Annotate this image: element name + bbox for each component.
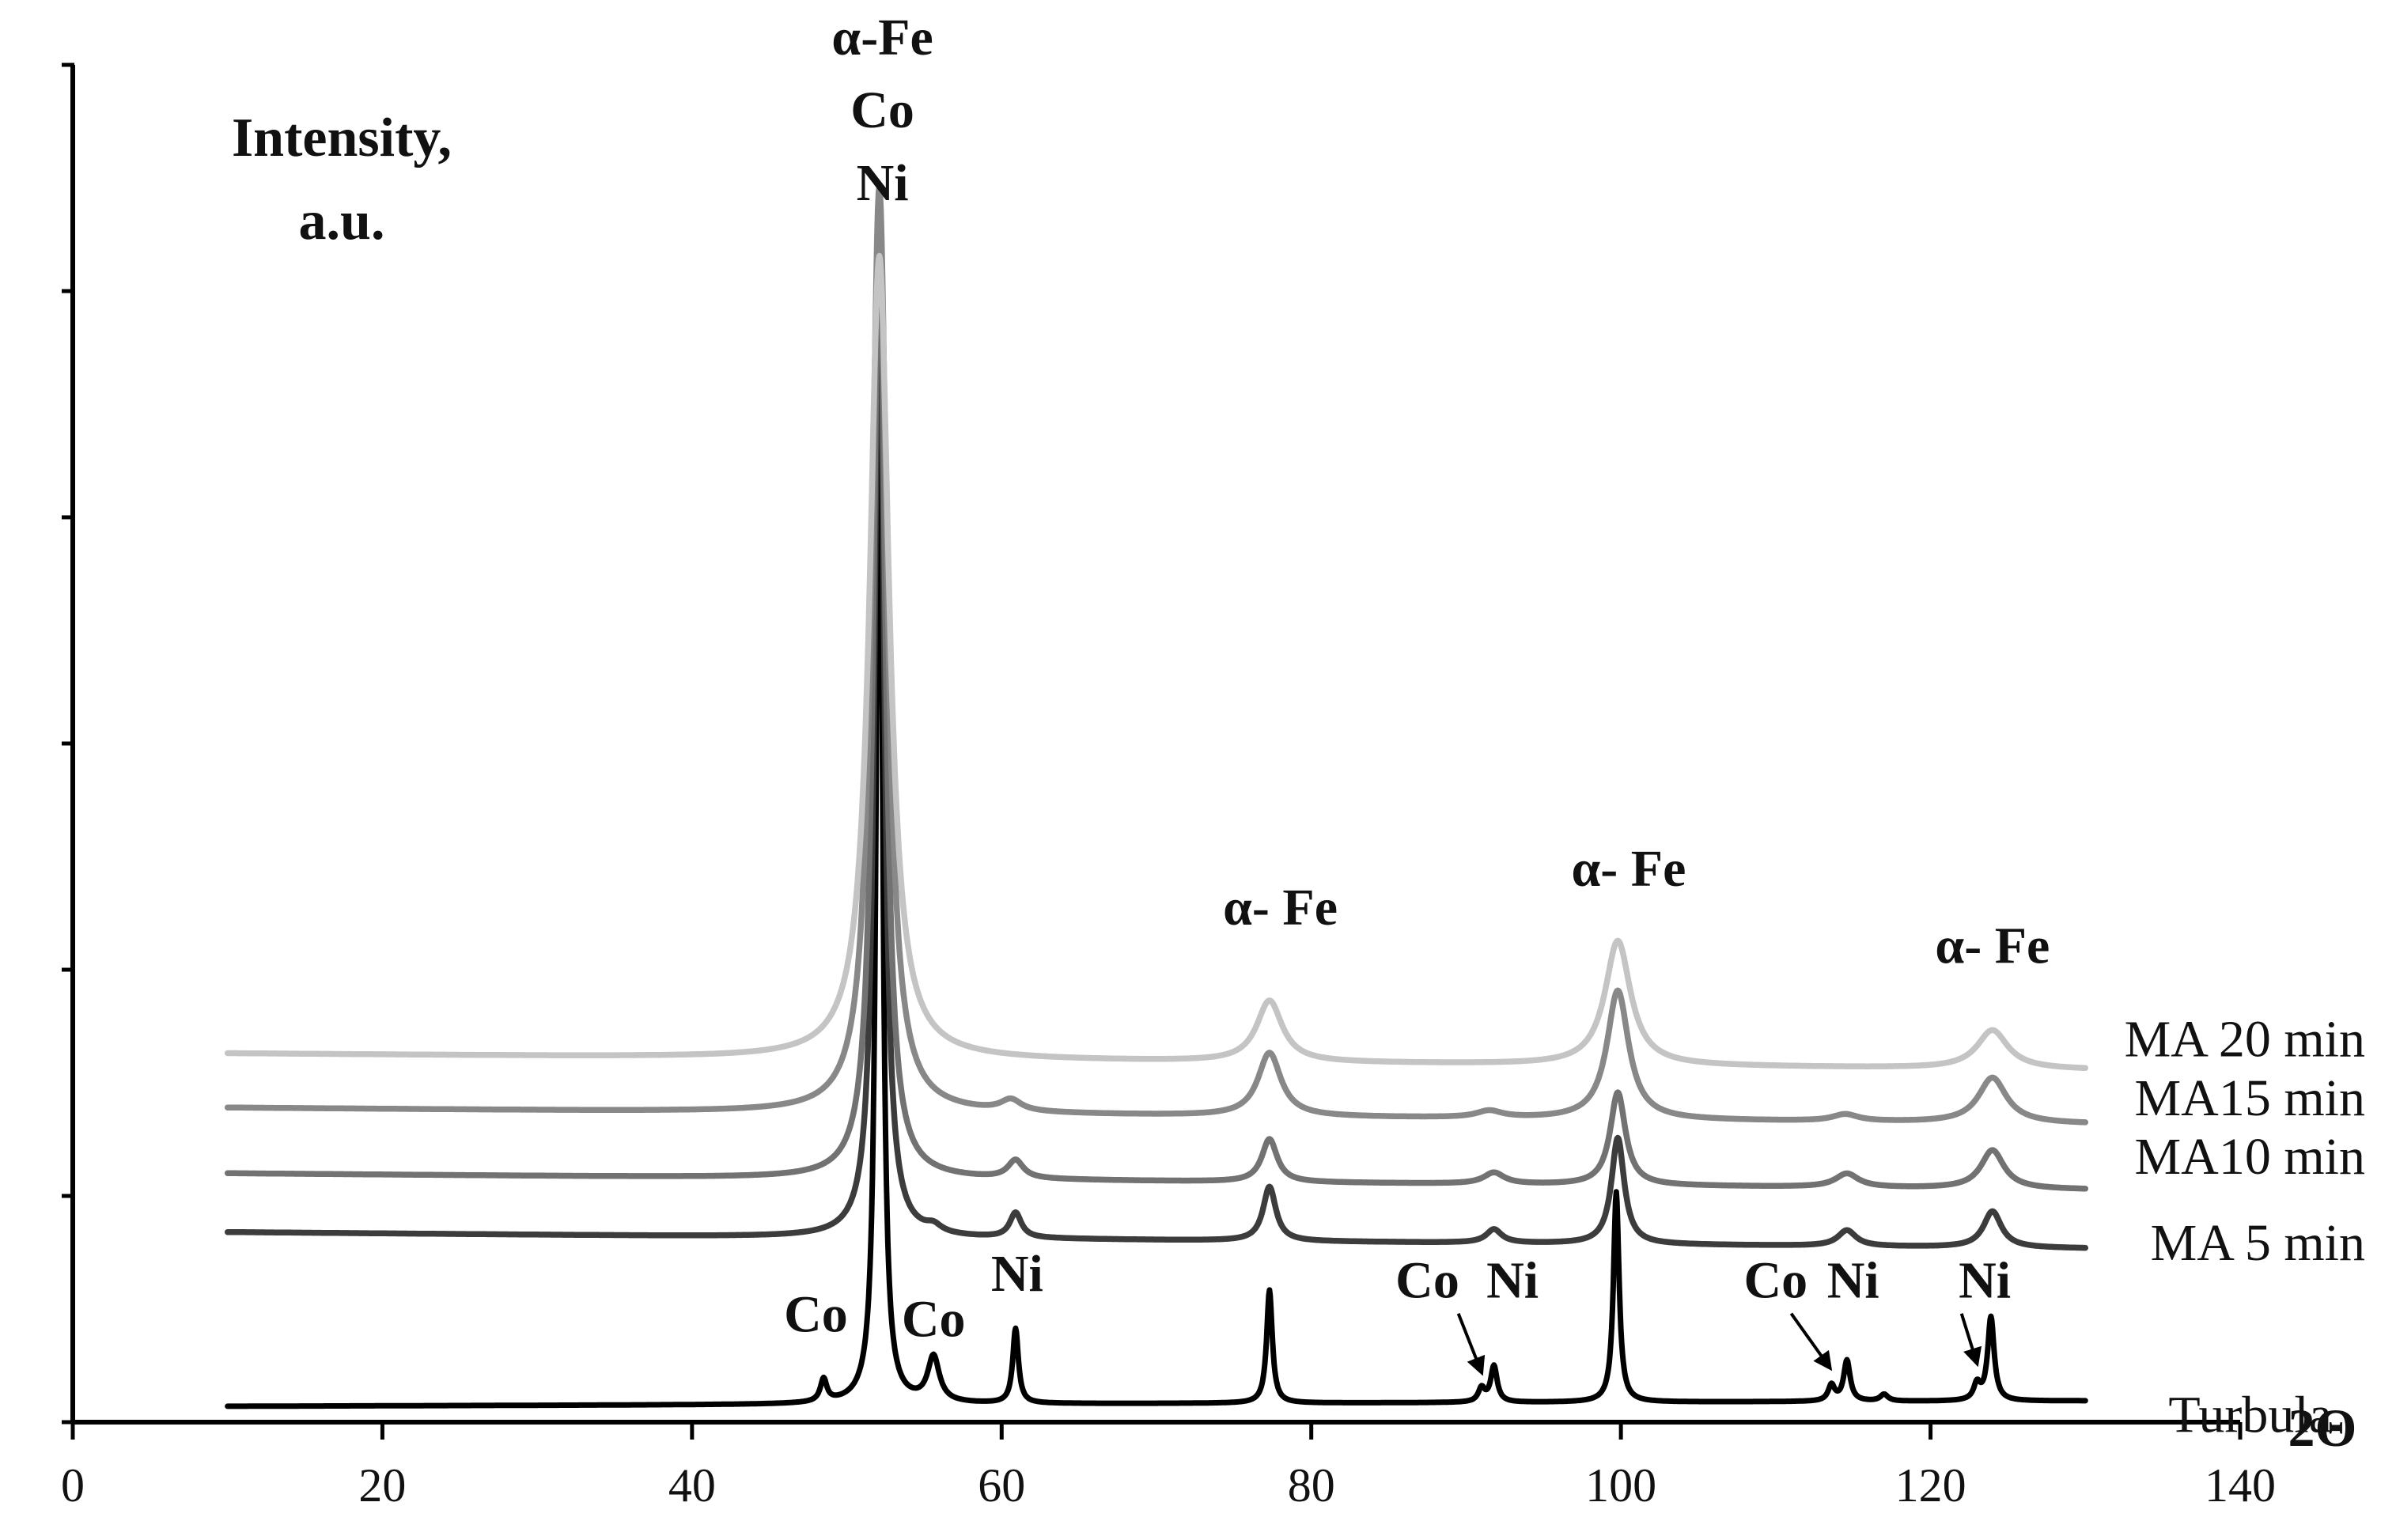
annotation-arrow — [1789, 1312, 1833, 1372]
axes-layer: 0 20 40 60 80 100 120 140 — [61, 62, 2276, 1512]
series-label: MA 20 min — [2125, 1011, 2365, 1069]
peak-label: α- Fe — [1571, 840, 1686, 898]
peak-label: Ni — [1486, 1252, 1539, 1310]
x-tick-label: 120 — [1895, 1459, 1966, 1512]
x-tick-label: 140 — [2205, 1459, 2276, 1512]
peak-label: α- Fe — [1935, 917, 2050, 974]
peak-label: Co — [902, 1290, 966, 1348]
peak-label: Ni — [991, 1245, 1043, 1303]
series-line-1 — [225, 236, 2088, 1409]
peak-label: α- Fe — [1223, 879, 1338, 936]
peak-label: Ni — [857, 154, 909, 212]
x-tick-label: 80 — [1288, 1459, 1335, 1512]
x-tick-label: 40 — [668, 1459, 716, 1512]
y-axis-title: Intensity, — [232, 108, 452, 168]
peak-label: Co — [1395, 1252, 1459, 1310]
x-tick-label: 20 — [358, 1459, 406, 1512]
annotation-arrow — [1959, 1313, 1982, 1368]
series-line-3 — [224, 202, 2089, 1192]
series-label: MA15 min — [2134, 1069, 2365, 1127]
y-axis-title: a.u. — [299, 191, 385, 252]
x-tick-label: 100 — [1585, 1459, 1656, 1512]
series-label: MA10 min — [2134, 1128, 2365, 1186]
annotation-arrow — [1456, 1312, 1486, 1376]
x-tick-label: 0 — [61, 1459, 85, 1512]
series-label: MA 5 min — [2151, 1214, 2365, 1272]
peak-label: Ni — [1959, 1252, 2011, 1310]
peak-label: α-Fe — [831, 9, 933, 66]
series-label: Turbula — [2168, 1386, 2332, 1444]
peak-label: Co — [1744, 1252, 1808, 1310]
x-tick-label: 60 — [978, 1459, 1025, 1512]
peak-label: Co — [850, 81, 914, 139]
series-line-2 — [224, 194, 2089, 1251]
x-axis-title: 2Θ — [2288, 1398, 2357, 1458]
peak-label: Co — [784, 1286, 848, 1344]
series-line-5 — [224, 252, 2089, 1071]
series-line-4 — [224, 183, 2089, 1126]
series-layer — [224, 183, 2089, 1409]
peak-label: Ni — [1827, 1252, 1879, 1310]
